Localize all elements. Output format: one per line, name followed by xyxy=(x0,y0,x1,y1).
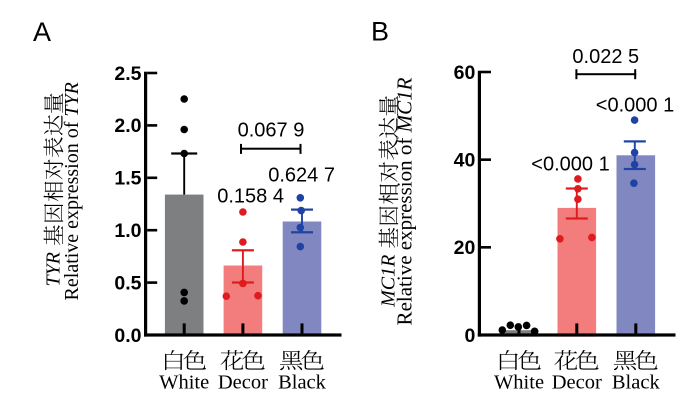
svg-text:0.5: 0.5 xyxy=(114,272,141,294)
svg-text:0.022 5: 0.022 5 xyxy=(572,46,639,68)
svg-text:Black: Black xyxy=(278,372,327,394)
svg-text:Black: Black xyxy=(612,372,661,394)
svg-text:0.158 4: 0.158 4 xyxy=(217,185,284,207)
svg-text:2.5: 2.5 xyxy=(114,63,141,85)
svg-text:Decor: Decor xyxy=(218,372,268,394)
svg-text:MC1R: MC1R xyxy=(377,255,399,308)
svg-text:<0.000 1: <0.000 1 xyxy=(596,95,674,117)
svg-text:Decor: Decor xyxy=(552,372,602,394)
svg-text:White: White xyxy=(159,372,209,394)
svg-text:0.067 9: 0.067 9 xyxy=(238,119,305,141)
svg-text:White: White xyxy=(494,372,544,394)
svg-text:Relative expression of TYR: Relative expression of TYR xyxy=(61,82,83,300)
svg-text:40: 40 xyxy=(454,150,476,172)
svg-text:B: B xyxy=(371,17,389,47)
svg-text:0: 0 xyxy=(464,325,475,347)
svg-text:A: A xyxy=(33,17,51,47)
svg-text:<0.000 1: <0.000 1 xyxy=(531,153,609,175)
svg-text:60: 60 xyxy=(454,62,476,84)
svg-text:0.624 7: 0.624 7 xyxy=(268,164,335,186)
svg-text:1.5: 1.5 xyxy=(114,168,141,190)
svg-text:TYR: TYR xyxy=(42,252,64,286)
svg-text:1.0: 1.0 xyxy=(114,220,141,242)
svg-text:0.0: 0.0 xyxy=(114,325,141,347)
svg-text:Relative expression of MC1R: Relative expression of MC1R xyxy=(393,77,417,325)
svg-text:20: 20 xyxy=(454,237,476,259)
svg-text:2.0: 2.0 xyxy=(114,115,141,137)
